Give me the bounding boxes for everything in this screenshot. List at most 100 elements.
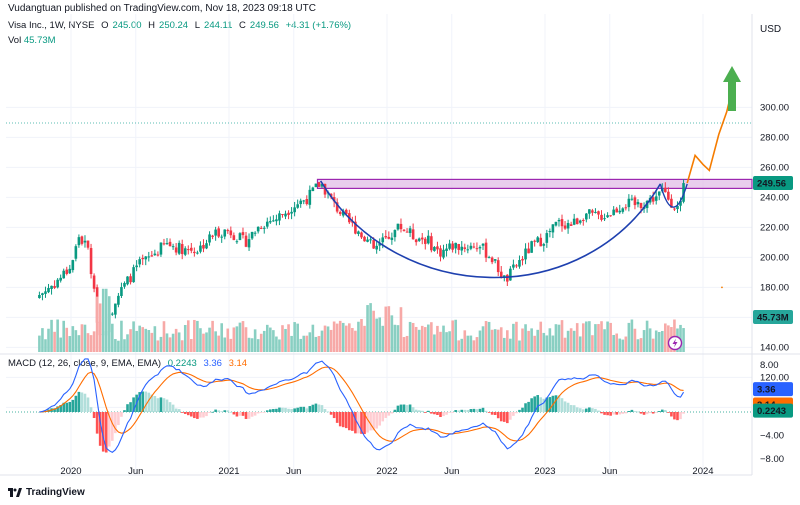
volume-bar xyxy=(202,333,205,352)
macd-hist-bar xyxy=(572,405,576,412)
macd-hist-bar xyxy=(518,409,521,412)
candle-body xyxy=(633,197,637,206)
volume-bar xyxy=(199,328,202,352)
volume-bar xyxy=(129,329,132,352)
candle-body xyxy=(496,260,500,273)
open-value: 245.00 xyxy=(112,20,142,31)
time-tick-label: Jun xyxy=(444,466,459,477)
macd-hist-bar xyxy=(542,398,546,412)
volume-bar xyxy=(165,333,169,352)
macd-hist-value: 0.2243 xyxy=(167,358,197,369)
macd-hist-bar xyxy=(111,412,114,441)
volume-bar xyxy=(293,322,296,352)
volume-bar xyxy=(329,329,333,352)
volume-bar xyxy=(348,323,351,352)
volume-bar xyxy=(281,325,284,352)
volume-bar xyxy=(253,329,257,352)
macd-hist-bar xyxy=(664,410,667,412)
macd-hist-bar xyxy=(165,399,169,412)
macd-hist-bar xyxy=(366,412,369,433)
candle-body xyxy=(563,225,567,229)
price-badge: 249.56 xyxy=(757,179,786,190)
volume-bar xyxy=(387,306,391,352)
candle-body xyxy=(159,242,163,255)
macd-hist-bar xyxy=(454,410,457,412)
volume-bar xyxy=(363,325,366,352)
volume-bar xyxy=(390,315,394,352)
volume-bar xyxy=(302,335,306,352)
candle-body xyxy=(612,209,615,216)
volume-bar xyxy=(639,338,643,352)
volume-bar xyxy=(469,335,473,352)
macd-hist-bar xyxy=(469,409,473,412)
macd-hist-bar xyxy=(153,396,157,412)
macd-hist-bar xyxy=(56,406,59,412)
macd-hist-bar xyxy=(269,409,272,412)
price-tick-label: 180.00 xyxy=(760,282,789,293)
volume-bar xyxy=(496,329,500,352)
candle-body xyxy=(156,254,160,256)
tradingview-logo[interactable]: TradingView xyxy=(8,487,85,498)
price-axis: 300.00 280.00 260.00 240.00 220.00 200.00 180.… xyxy=(60,102,789,477)
macd-hist-bar xyxy=(332,412,336,419)
candle-body xyxy=(460,246,464,251)
volume-bar xyxy=(193,319,196,352)
macd-hist-bar xyxy=(101,412,105,452)
macd-hist-bar xyxy=(378,412,382,426)
candle-body xyxy=(287,212,290,215)
volume-bar xyxy=(481,326,485,352)
macd-hist-bar xyxy=(214,409,217,412)
volume-bar xyxy=(77,335,81,352)
macd-hist-bar xyxy=(253,412,257,416)
macd-hist-bar xyxy=(581,409,585,412)
macd-hist-bar xyxy=(433,412,436,415)
macd-hist-bar xyxy=(208,412,211,413)
handle-curve xyxy=(659,183,688,208)
candle-body xyxy=(281,214,284,216)
volume-bar xyxy=(578,336,582,352)
macd-hist-bar xyxy=(305,408,309,412)
candle-body xyxy=(205,243,208,249)
currency-label[interactable]: USD xyxy=(760,24,782,35)
candle-body xyxy=(44,291,47,294)
macd-hist-bar xyxy=(521,407,524,412)
volume-bar xyxy=(566,330,570,352)
candle-body xyxy=(484,242,488,258)
macd-hist-bar xyxy=(384,412,388,418)
macd-label[interactable]: MACD (12, 26, close, 9, EMA, EMA) xyxy=(8,358,162,369)
volume-bar xyxy=(654,330,658,352)
candle-body xyxy=(375,245,378,250)
macd-signal-line xyxy=(39,366,684,442)
macd-hist-bar xyxy=(360,412,363,434)
volume-bar xyxy=(171,333,175,352)
candle-body xyxy=(144,256,148,260)
volume-bar xyxy=(369,303,372,352)
macd-hist-bar xyxy=(402,404,406,412)
macd-hist-bar xyxy=(654,412,658,413)
candle-body xyxy=(253,232,257,234)
volume-bar xyxy=(208,327,211,352)
volume-bar xyxy=(381,325,385,352)
macd-hist-bar xyxy=(627,411,631,412)
macd-hist-bar xyxy=(493,412,497,415)
macd-hist-bar xyxy=(633,411,637,412)
time-tick-label: 2020 xyxy=(60,466,81,477)
price-tick-label: 220.00 xyxy=(760,222,789,233)
volume-bar xyxy=(287,324,290,352)
candle-body xyxy=(278,213,281,221)
volume-bar xyxy=(430,322,433,352)
macd-hist-bar xyxy=(499,412,503,422)
macd-hist-bar xyxy=(670,412,673,417)
candle-body xyxy=(120,287,123,296)
symbol-name[interactable]: Visa Inc., 1W, NYSE xyxy=(8,20,95,31)
volume-bar xyxy=(645,320,649,352)
volume-badge-bg xyxy=(753,310,793,324)
macd-hist-bar xyxy=(682,412,685,414)
volume-bar xyxy=(378,317,382,352)
volume-bar xyxy=(509,338,512,352)
volume-bar xyxy=(493,329,497,352)
macd-hist-bar xyxy=(411,407,415,412)
volume-bar xyxy=(226,328,230,352)
volume-bar xyxy=(454,319,457,352)
